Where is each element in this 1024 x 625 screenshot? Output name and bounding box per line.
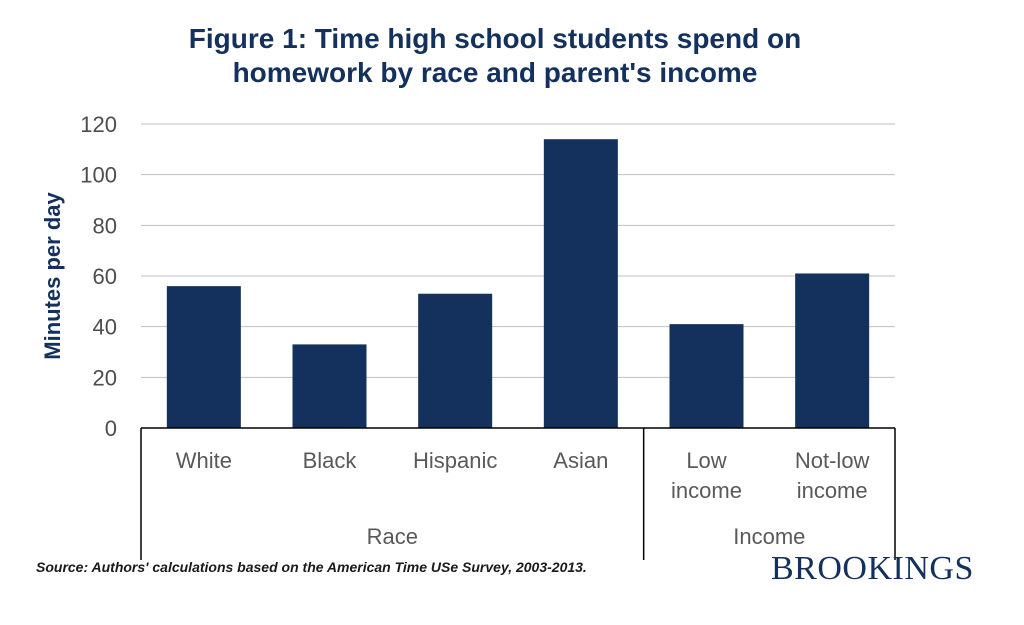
x-tick-label: income [671, 478, 742, 503]
bar [669, 324, 744, 428]
x-tick-label: income [797, 478, 868, 503]
x-tick-label: Hispanic [413, 448, 497, 473]
y-axis-title: Minutes per day [40, 191, 65, 359]
bar [795, 273, 870, 428]
group-label: Income [733, 524, 805, 549]
x-tick-label: Black [303, 448, 358, 473]
bar [543, 139, 618, 428]
y-tick-label: 80 [93, 213, 117, 238]
brookings-logo: BROOKINGS [771, 550, 974, 587]
x-tick-label: White [176, 448, 232, 473]
source-note: Source: Authors' calculations based on t… [36, 559, 587, 575]
y-tick-label: 100 [80, 163, 117, 188]
y-tick-label: 40 [93, 315, 117, 340]
x-tick-label: Low [686, 448, 726, 473]
chart-title: Figure 1: Time high school students spen… [0, 22, 990, 90]
chart-title-line-2: homework by race and parent's income [232, 57, 758, 88]
group-label: Race [367, 524, 418, 549]
bar [418, 293, 493, 428]
y-tick-label: 20 [93, 365, 117, 390]
y-tick-label: 0 [105, 416, 117, 441]
bar [292, 344, 367, 428]
bar [166, 286, 241, 428]
x-tick-label: Not-low [795, 448, 870, 473]
y-tick-label: 60 [93, 264, 117, 289]
x-tick-label: Asian [553, 448, 608, 473]
y-tick-label: 120 [80, 112, 117, 137]
chart-title-line-1: Figure 1: Time high school students spen… [188, 23, 802, 54]
